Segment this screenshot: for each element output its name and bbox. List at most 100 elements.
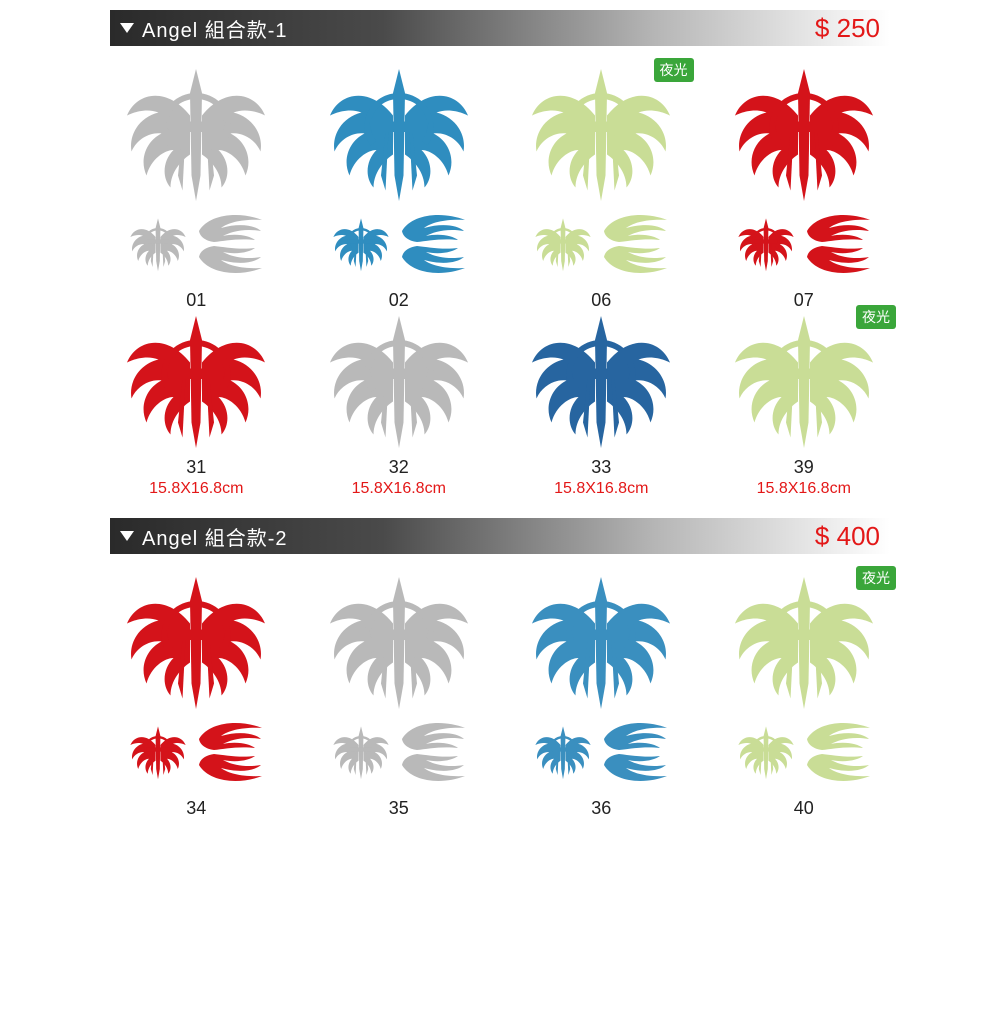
emblem-art [324,572,474,712]
emblem-art [526,64,676,204]
glow-badge: 夜光 [856,305,896,329]
sub-emblem-group [526,204,676,284]
angel-wing-emblem-icon [121,63,271,206]
sub-emblem-group [121,204,271,284]
sub-emblem-group [121,712,271,792]
angel-wing-emblem-icon [324,63,474,206]
item-number: 33 [591,457,611,478]
emblem-art [526,572,676,712]
emblem-art [729,572,879,712]
wing-icon [194,211,264,243]
sub-emblem-group [526,712,676,792]
glow-badge: 夜光 [654,58,694,82]
product-variant[interactable]: 35 [303,572,496,819]
angel-wing-emblem-icon [324,310,474,453]
wing-icon [397,719,467,751]
item-dimensions: 15.8X16.8cm [554,480,648,498]
wing-icon [599,245,669,277]
item-number: 07 [794,290,814,311]
wing-icon [397,753,467,785]
section-header: Angel 組合款-1 $ 250 [110,10,890,46]
wing-icon [397,211,467,243]
section-price: $ 400 [815,521,880,552]
product-section: Angel 組合款-1 $ 250 [0,10,1000,498]
angel-wing-emblem-icon [729,310,879,453]
glow-badge: 夜光 [856,566,896,590]
angel-wing-emblem-icon [128,216,188,273]
sub-emblem-group [324,204,474,284]
wing-icon [802,753,872,785]
wing-icon [599,753,669,785]
product-variant[interactable]: 夜光 39 15.8X16.8cm [708,311,901,498]
product-variant[interactable]: 34 [100,572,293,819]
item-number: 01 [186,290,206,311]
item-number: 40 [794,798,814,819]
emblem-art [729,64,879,204]
item-number: 02 [389,290,409,311]
emblem-art [121,64,271,204]
product-variant[interactable]: 31 15.8X16.8cm [100,311,293,498]
sub-emblem-group [729,204,879,284]
wing-icon [599,719,669,751]
angel-wing-emblem-icon [128,724,188,781]
item-number: 39 [794,457,814,478]
item-number: 35 [389,798,409,819]
sub-emblem-group [324,712,474,792]
wing-icon [194,753,264,785]
wing-icon [802,719,872,751]
variant-grid: 34 [0,572,1000,819]
emblem-art [324,311,474,451]
product-variant[interactable]: 33 15.8X16.8cm [505,311,698,498]
wing-icon [194,719,264,751]
angel-wing-emblem-icon [331,724,391,781]
product-variant[interactable]: 36 [505,572,698,819]
section-title: Angel 組合款-2 [142,522,288,551]
item-number: 34 [186,798,206,819]
wing-icon [802,245,872,277]
emblem-art [121,572,271,712]
product-variant[interactable]: 07 [708,64,901,311]
emblem-art [729,311,879,451]
angel-wing-emblem-icon [533,724,593,781]
triangle-down-icon [120,23,134,33]
sub-emblem-group [729,712,879,792]
emblem-art [121,311,271,451]
angel-wing-emblem-icon [729,571,879,714]
item-number: 06 [591,290,611,311]
angel-wing-emblem-icon [736,724,796,781]
product-variant[interactable]: 02 [303,64,496,311]
angel-wing-emblem-icon [526,571,676,714]
angel-wing-emblem-icon [331,216,391,273]
item-number: 31 [186,457,206,478]
variant-grid: 31 15.8X16.8cm 32 15.8X16.8cm [0,311,1000,498]
product-variant[interactable]: 01 [100,64,293,311]
product-variant[interactable]: 夜光 [708,572,901,819]
angel-wing-emblem-icon [121,571,271,714]
angel-wing-emblem-icon [526,63,676,206]
section-title: Angel 組合款-1 [142,14,288,43]
angel-wing-emblem-icon [736,216,796,273]
angel-wing-emblem-icon [121,310,271,453]
angel-wing-emblem-icon [729,63,879,206]
wing-icon [397,245,467,277]
variant-grid: 01 [0,64,1000,311]
item-number: 32 [389,457,409,478]
angel-wing-emblem-icon [526,310,676,453]
angel-wing-emblem-icon [324,571,474,714]
section-price: $ 250 [815,13,880,44]
emblem-art [324,64,474,204]
product-variant[interactable]: 32 15.8X16.8cm [303,311,496,498]
emblem-art [526,311,676,451]
product-section: Angel 組合款-2 $ 400 [0,518,1000,819]
item-dimensions: 15.8X16.8cm [757,480,851,498]
wing-icon [194,245,264,277]
wing-icon [802,211,872,243]
angel-wing-emblem-icon [533,216,593,273]
section-header: Angel 組合款-2 $ 400 [110,518,890,554]
triangle-down-icon [120,531,134,541]
item-number: 36 [591,798,611,819]
item-dimensions: 15.8X16.8cm [149,480,243,498]
wing-icon [599,211,669,243]
product-variant[interactable]: 夜光 [505,64,698,311]
item-dimensions: 15.8X16.8cm [352,480,446,498]
